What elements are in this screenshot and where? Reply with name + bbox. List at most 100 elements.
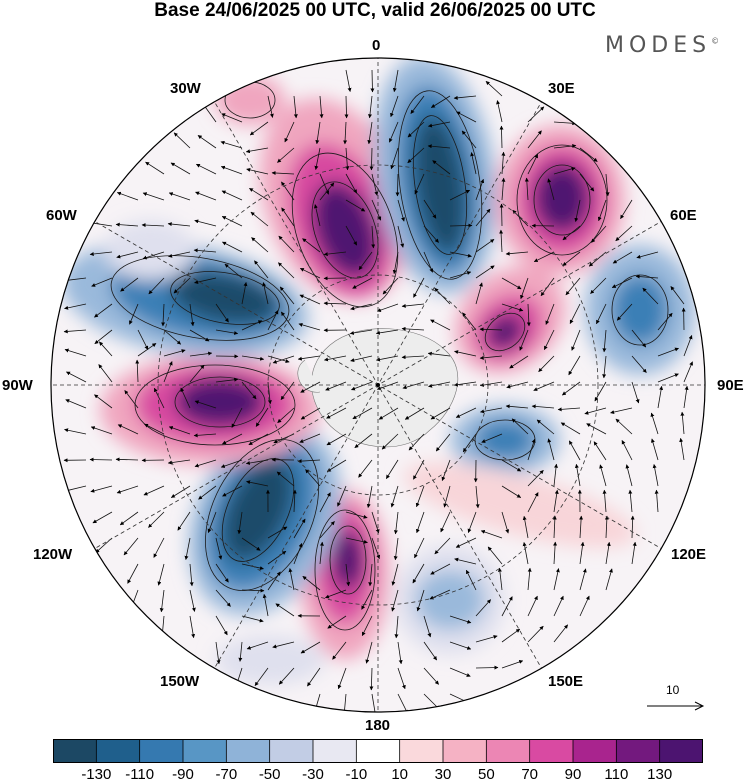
wind-vector [119, 511, 139, 526]
wind-vector [94, 394, 113, 409]
wind-vector [527, 595, 538, 617]
wind-vector [501, 151, 506, 175]
colorbar-tick-label: 110 [604, 766, 629, 783]
wind-vector [605, 173, 610, 197]
wind-vector [397, 199, 405, 222]
wind-vector [241, 588, 265, 593]
colorbar-tick-label: 70 [521, 766, 538, 783]
wind-vector [449, 667, 471, 677]
colorbar-swatch [529, 739, 574, 763]
wind-vector [64, 348, 87, 357]
wind-vector [168, 192, 191, 201]
wind-vector [579, 515, 584, 539]
wind-vector [319, 492, 331, 513]
wind-vector [394, 615, 399, 639]
wind-vector [365, 641, 373, 664]
wind-vector [189, 303, 195, 327]
wind-vector [553, 121, 577, 126]
wind-vector [553, 166, 576, 175]
wind-vector [161, 303, 166, 327]
wind-vector [631, 355, 647, 373]
wind-vector [479, 355, 503, 360]
wind-vector [267, 95, 274, 118]
wind-vector [115, 457, 139, 462]
wind-vector [454, 350, 477, 357]
wind-vector [262, 593, 269, 617]
wind-vector [361, 589, 373, 610]
wind-vector [288, 568, 295, 591]
wind-vector [116, 485, 139, 494]
wind-vector [415, 485, 425, 508]
wind-vector [430, 563, 451, 575]
wind-vector [560, 422, 581, 435]
wind-vector [449, 251, 472, 258]
colorbar-tick-label: 130 [647, 766, 673, 783]
wind-vector [279, 286, 295, 305]
wind-vector [501, 177, 506, 201]
contour-line [170, 271, 280, 325]
wind-vector [241, 563, 264, 570]
wind-vector [654, 489, 659, 513]
wind-vector [430, 319, 451, 331]
wind-vector [620, 199, 633, 220]
colorbar-swatch [573, 739, 617, 763]
wind-vector [562, 225, 581, 241]
wind-vector [501, 511, 510, 534]
wind-vector [423, 251, 434, 273]
wind-vector [652, 464, 659, 487]
wind-vector [278, 667, 295, 685]
wind-vector [579, 173, 595, 192]
wind-vector [596, 303, 607, 325]
wind-vector [467, 511, 477, 533]
wind-vector [292, 489, 297, 513]
wind-vector [326, 459, 347, 472]
wind-vector [300, 381, 321, 393]
pole-marker [376, 383, 380, 387]
wind-vector [625, 464, 633, 487]
colorbar-tick-label: -90 [172, 766, 194, 783]
wind-vector [215, 329, 239, 335]
colorbar-swatch [486, 739, 530, 763]
wind-vector [553, 624, 569, 643]
wind-vector [479, 327, 503, 332]
wind-vector [281, 207, 295, 227]
wind-vector [388, 121, 399, 143]
wind-vector [368, 95, 373, 119]
wind-vector [527, 106, 545, 123]
wind-vector [527, 492, 539, 513]
lon-label-30e: 30E [548, 80, 575, 97]
wind-vector [345, 511, 368, 519]
wind-vector [630, 515, 635, 539]
wind-vector [194, 219, 217, 227]
wind-vector [579, 568, 587, 591]
wind-vector [412, 563, 425, 584]
wind-vector [221, 190, 243, 201]
wind-vector [594, 381, 607, 402]
wind-vector [480, 407, 503, 414]
wind-vector [527, 567, 532, 591]
wind-vector [215, 537, 223, 560]
wind-vector [443, 485, 451, 508]
wind-vector [281, 181, 295, 201]
neg-blob-60w-edge [105, 220, 195, 280]
wind-vector [642, 287, 659, 305]
latitude-circle [157, 164, 599, 606]
wind-vector [679, 437, 685, 461]
wind-vector [375, 329, 399, 335]
wind-vector [302, 575, 321, 591]
wind-vector [683, 361, 693, 383]
wind-vector [220, 140, 243, 149]
colorbar-tick-label: -10 [345, 766, 368, 783]
wind-vector [173, 132, 191, 149]
wind-vector [571, 329, 581, 351]
wind-vector [475, 635, 498, 643]
wind-vector [262, 282, 269, 305]
contour-line [174, 376, 266, 428]
wind-vector [505, 404, 529, 409]
wind-vector [277, 147, 295, 163]
wind-vector [351, 381, 373, 391]
wind-vector [300, 407, 321, 420]
wind-vector [435, 433, 451, 452]
wind-vector [597, 199, 607, 222]
wind-vector [449, 271, 472, 279]
